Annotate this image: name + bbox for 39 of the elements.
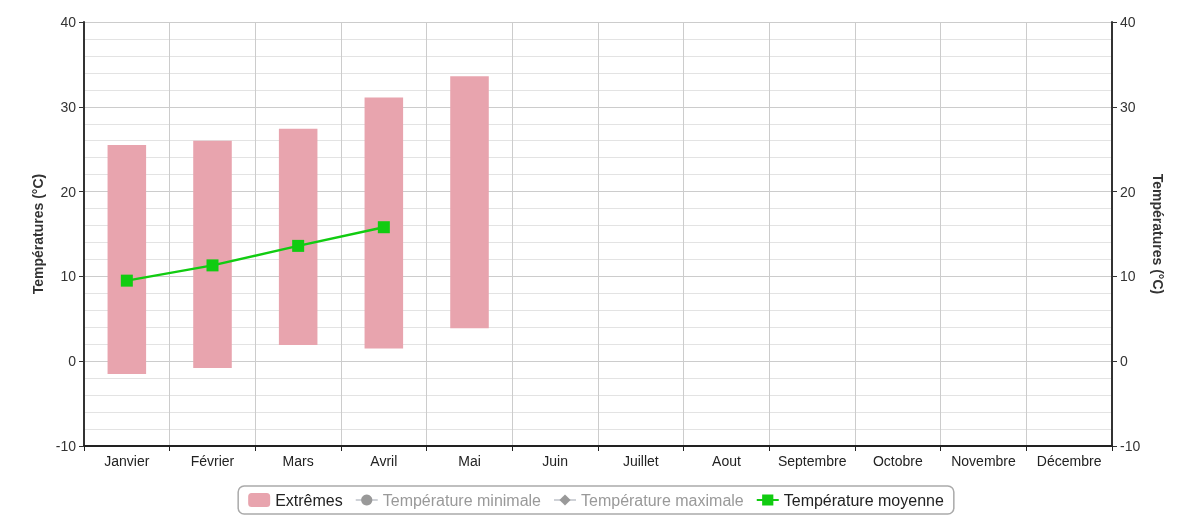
point [120, 274, 133, 287]
y2-tick-label: 30 [1120, 98, 1136, 115]
bar [193, 140, 232, 368]
bar [450, 76, 489, 329]
y-axis-title: Températures (°C) [29, 173, 46, 295]
legend-label: Extrêmes [275, 491, 343, 509]
y-tick-label: 20 [60, 183, 77, 200]
bar [107, 144, 147, 374]
x-tick-label: Juin [542, 453, 569, 469]
x-tick-label: Décembre [1036, 453, 1102, 469]
x-tick-label: Aout [712, 453, 741, 469]
x-tick-label: Mai [458, 453, 481, 469]
y-tick-label: 10 [60, 268, 77, 285]
y-tick-label: -10 [55, 438, 77, 454]
y2-tick-label: -10 [1120, 438, 1141, 454]
point [377, 221, 390, 234]
y2-tick-label: 40 [1120, 14, 1136, 30]
y2-tick-label: 10 [1120, 268, 1136, 285]
legend-label: Température maximale [581, 491, 744, 509]
x-tick-label: Février [190, 453, 235, 469]
x-tick-label: Juillet [622, 453, 659, 469]
y-tick-label: 0 [68, 353, 77, 370]
legend-label: Température moyenne [783, 491, 944, 509]
legend-label: Température minimale [382, 491, 542, 509]
x-tick-label: Octobre [872, 453, 923, 469]
y2-tick-label: 0 [1120, 353, 1128, 370]
y2-axis-title: Températures (°C) [1150, 173, 1167, 295]
point [206, 259, 219, 272]
x-tick-label: Septembre [777, 453, 847, 469]
x-tick-label: Avril [370, 453, 398, 469]
x-tick-label: Novembre [951, 453, 1016, 469]
y2-tick-label: 20 [1120, 183, 1136, 200]
x-tick-label: Mars [282, 453, 314, 469]
bar [364, 97, 404, 349]
y-tick-label: 30 [60, 98, 77, 115]
y-tick-label: 40 [60, 14, 77, 30]
x-tick-label: Janvier [104, 453, 150, 469]
point [292, 239, 305, 252]
bar [278, 128, 318, 346]
